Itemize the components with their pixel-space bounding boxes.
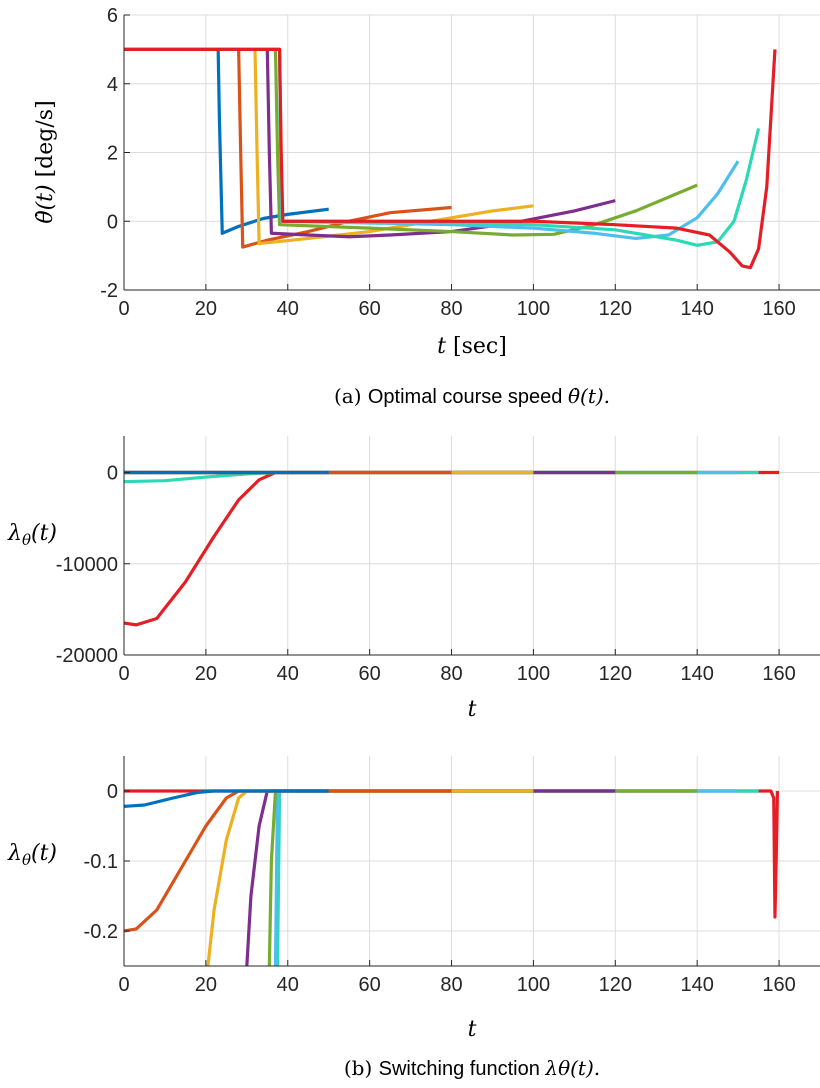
x-axis-label-a: t [sec] bbox=[437, 334, 507, 359]
y-tick-label-a-2: 2 bbox=[107, 143, 118, 165]
x-tick-label-b2-5: 100 bbox=[517, 974, 550, 996]
x-tick-label-b2-8: 160 bbox=[762, 974, 795, 996]
caption-b-math: λθ(t). bbox=[544, 1056, 600, 1080]
caption-a-label: (a) bbox=[334, 384, 368, 408]
series-line-a-4 bbox=[124, 47, 698, 237]
x-tick-label-a-7: 140 bbox=[680, 298, 713, 320]
x-tick-label-a-8: 160 bbox=[762, 298, 795, 320]
y-tick-label-a-1: 0 bbox=[107, 211, 118, 233]
y-tick-label-a-4: 6 bbox=[107, 5, 118, 27]
x-tick-label-b1-1: 20 bbox=[195, 663, 217, 685]
x-tick-label-b2-4: 80 bbox=[440, 974, 462, 996]
series-line-b2-7 bbox=[124, 789, 329, 808]
x-tick-label-b1-7: 140 bbox=[680, 663, 713, 685]
series-line-b1-0 bbox=[124, 470, 780, 627]
series-line-a-0 bbox=[124, 47, 329, 235]
x-tick-label-b1-2: 40 bbox=[277, 663, 299, 685]
y-tick-label-b1-2: 0 bbox=[107, 463, 118, 485]
x-tick-label-b2-3: 60 bbox=[359, 974, 381, 996]
x-tick-label-b2-2: 40 bbox=[277, 974, 299, 996]
y-tick-label-b1-0: -20000 bbox=[56, 645, 118, 667]
x-tick-label-a-3: 60 bbox=[359, 298, 381, 320]
caption-b: (b) Switching function λθ(t). bbox=[344, 1056, 600, 1080]
y-axis-label-b1: λθ(t) bbox=[7, 521, 57, 549]
x-tick-label-a-4: 80 bbox=[440, 298, 462, 320]
x-tick-label-a-2: 40 bbox=[277, 298, 299, 320]
y-tick-label-b2-1: -0.1 bbox=[84, 851, 118, 873]
series-line-b2-0 bbox=[124, 789, 780, 919]
y-tick-label-b1-1: -10000 bbox=[56, 554, 118, 576]
series-line-a-7 bbox=[124, 47, 777, 270]
x-tick-label-b1-8: 160 bbox=[762, 663, 795, 685]
y-axis-label-b2: λθ(t) bbox=[7, 841, 57, 869]
series-line-b2-5 bbox=[206, 789, 534, 966]
series-line-b2-1 bbox=[275, 789, 759, 966]
series-line-a-2 bbox=[124, 47, 534, 246]
x-tick-label-a-6: 120 bbox=[599, 298, 632, 320]
caption-a-math: θ̇(t). bbox=[568, 384, 610, 408]
caption-b-label: (b) bbox=[344, 1056, 379, 1080]
y-tick-label-b2-2: 0 bbox=[107, 781, 118, 803]
x-tick-label-a-1: 20 bbox=[195, 298, 217, 320]
x-tick-label-b2-6: 120 bbox=[599, 974, 632, 996]
x-tick-label-a-5: 100 bbox=[517, 298, 550, 320]
series-line-b2-2 bbox=[273, 789, 739, 966]
x-tick-label-b1-5: 100 bbox=[517, 663, 550, 685]
x-axis-label-b2: t bbox=[468, 1017, 477, 1042]
x-tick-label-a-0: 0 bbox=[118, 298, 129, 320]
caption-a: (a) Optimal course speed θ̇(t). bbox=[334, 384, 610, 408]
x-tick-label-b1-0: 0 bbox=[118, 663, 129, 685]
x-tick-label-b1-6: 120 bbox=[599, 663, 632, 685]
y-axis-label-a: θ̇(t) [deg/s] bbox=[33, 100, 58, 223]
caption-a-text: Optimal course speed bbox=[368, 386, 568, 408]
y-tick-label-b2-0: -0.2 bbox=[84, 921, 118, 943]
x-tick-label-b2-0: 0 bbox=[118, 974, 129, 996]
series-line-a-1 bbox=[124, 47, 452, 249]
x-tick-label-b1-3: 60 bbox=[359, 663, 381, 685]
chart-switching-function-large: 0 20 40 60 80 100 120 140 160 -20000 -10000 0 bbox=[56, 436, 820, 685]
caption-b-text: Switching function bbox=[379, 1058, 546, 1080]
series-line-a-3 bbox=[124, 47, 616, 239]
x-tick-label-b1-4: 80 bbox=[440, 663, 462, 685]
x-tick-label-b2-7: 140 bbox=[680, 974, 713, 996]
chart-switching-function-zoom: 0 20 40 60 80 100 120 140 160 -0.2 -0.1 0 bbox=[84, 756, 820, 996]
x-tick-label-b2-1: 20 bbox=[195, 974, 217, 996]
y-tick-label-a-3: 4 bbox=[107, 74, 118, 96]
x-axis-label-b1: t bbox=[468, 697, 477, 722]
y-tick-label-a-0: -2 bbox=[100, 280, 118, 302]
